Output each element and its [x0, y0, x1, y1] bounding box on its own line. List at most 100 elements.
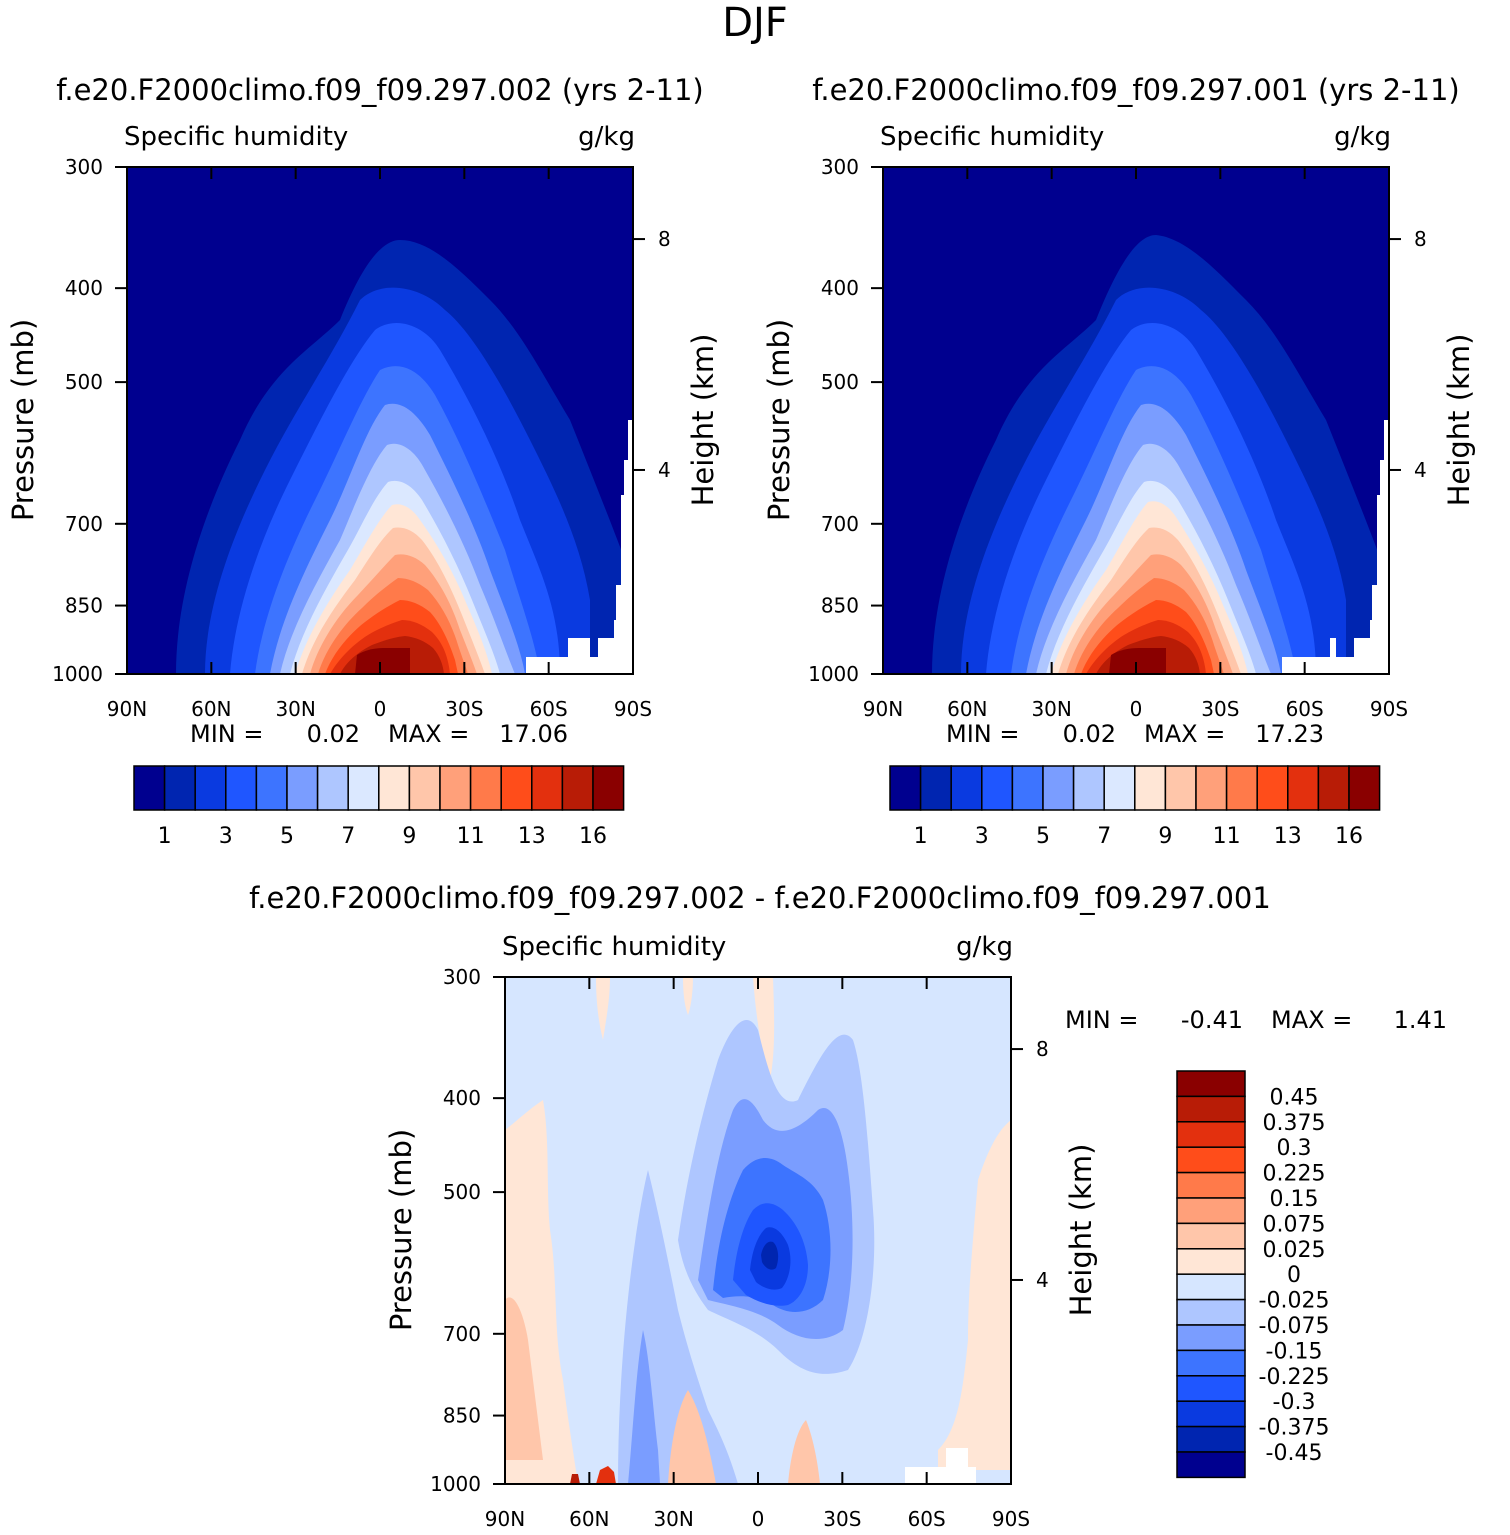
y2-axis-label: Height (km) — [1442, 334, 1476, 507]
colorbar-swatch — [1176, 1324, 1246, 1352]
colorbar-label: -0.45 — [1266, 1441, 1323, 1466]
figure-title: DJF — [722, 0, 788, 46]
colorbar-label: 11 — [457, 824, 485, 849]
y-tick-label: 300 — [65, 155, 103, 179]
panel-title: f.e20.F2000climo.f09_f09.297.002 - f.e20… — [249, 881, 1271, 915]
x-tick-label: 90S — [1370, 697, 1408, 721]
x-tick-label: 0 — [1130, 697, 1143, 721]
colorbar-swatch — [469, 765, 502, 811]
diff-band-pos-sfc1 — [668, 1390, 716, 1484]
colorbar-swatch — [1164, 765, 1197, 811]
y-tick-label: 300 — [821, 155, 859, 179]
colorbar-label: 0.025 — [1263, 1238, 1326, 1263]
diff-band-pos-top1 — [596, 977, 610, 1040]
min-value: 0.02 — [307, 720, 360, 748]
colorbar-label: 0.3 — [1277, 1136, 1312, 1161]
y2-tick-label: 8 — [1036, 1037, 1049, 1061]
colorbar-swatch — [919, 765, 952, 811]
max-label: MAX = — [1144, 720, 1225, 748]
colorbar-swatch — [889, 765, 922, 811]
y2-tick-label: 8 — [1414, 227, 1427, 251]
max-value: 17.23 — [1255, 720, 1324, 748]
colorbar-swatch — [1176, 1273, 1246, 1301]
diff-band-pos-sfc3 — [596, 1466, 616, 1484]
colorbar-label: -0.3 — [1273, 1390, 1316, 1415]
x-tick-label: 60S — [530, 697, 568, 721]
colorbar-swatch — [347, 765, 380, 811]
colorbar-swatch — [1176, 1400, 1246, 1428]
colorbar-swatch — [163, 765, 196, 811]
colorbar-swatch — [1176, 1375, 1246, 1402]
colorbar-label: 3 — [219, 824, 233, 849]
axis-ticks: 90N 60N 30N 0 30S 60S 90S 300 400 500 700 850 1000 8 4 — [808, 155, 1427, 721]
colorbar-swatch — [1348, 765, 1381, 811]
colorbar-swatch — [1134, 765, 1167, 811]
y-tick-label: 850 — [443, 1404, 481, 1428]
x-tick-label: 90S — [992, 1507, 1030, 1531]
diff-band-neg-8 — [628, 1330, 660, 1484]
colorbar-swatch — [1103, 765, 1136, 811]
colorbar-swatch — [1176, 1298, 1246, 1326]
colorbar-swatch — [531, 765, 564, 811]
plot-area: 90N 60N 30N 0 30S 60S 90S 300 400 500 700 850 1000 8 4 — [52, 155, 671, 721]
x-tick-label: 60N — [569, 1507, 609, 1531]
y-tick-label: 1000 — [52, 662, 103, 686]
colorbar-swatch — [194, 765, 227, 811]
diff-band-neg-7 — [761, 1241, 779, 1270]
colorbar-swatch — [1195, 765, 1228, 811]
colorbar: 1 3 5 7 9 11 13 16 — [889, 765, 1381, 849]
y2-tick-label: 8 — [658, 227, 671, 251]
colorbar-swatch — [500, 765, 533, 811]
panel-bottom-difference: f.e20.F2000climo.f09_f09.297.002 - f.e20… — [249, 881, 1447, 1531]
variable-label: Specific humidity — [124, 122, 348, 152]
colorbar-swatch — [981, 765, 1014, 811]
colorbar-swatch — [950, 765, 983, 811]
colorbar-label: 16 — [1335, 824, 1363, 849]
y-tick-label: 400 — [821, 276, 859, 300]
y2-axis-label: Height (km) — [686, 334, 720, 507]
x-tick-label: 90S — [614, 697, 652, 721]
contour-band-15 — [1109, 648, 1166, 674]
y-tick-label: 300 — [443, 965, 481, 989]
min-value: -0.41 — [1181, 1006, 1243, 1034]
colorbar-label: 16 — [579, 824, 607, 849]
missing-data-region — [905, 1448, 976, 1484]
max-label: MAX = — [1271, 1006, 1352, 1034]
x-tick-label: 60S — [908, 1507, 946, 1531]
colorbar-swatch — [378, 765, 411, 811]
x-tick-label: 90N — [863, 697, 903, 721]
colorbar-swatch — [286, 765, 319, 811]
colorbar-label: 9 — [1158, 824, 1172, 849]
colorbar-swatch — [408, 765, 441, 811]
y-axis-label: Pressure (mb) — [6, 319, 40, 521]
colorbar-swatch — [1317, 765, 1350, 811]
variable-label: Specific humidity — [880, 122, 1104, 152]
colorbar-swatch — [1176, 1121, 1246, 1148]
y-tick-label: 700 — [821, 512, 859, 536]
colorbar-swatch — [592, 765, 625, 811]
x-tick-label: 60N — [191, 697, 231, 721]
colorbar-label: 5 — [1036, 824, 1050, 849]
x-tick-label: 90N — [107, 697, 147, 721]
x-tick-label: 30N — [653, 1507, 693, 1531]
diff-band-pos-right — [938, 1120, 1011, 1470]
colorbar-label: 0.225 — [1263, 1162, 1326, 1187]
y2-axis-label: Height (km) — [1064, 1144, 1098, 1317]
y-axis-label: Pressure (mb) — [762, 319, 796, 521]
diff-band-pos-left-inner — [505, 1297, 543, 1460]
x-tick-label: 0 — [752, 1507, 765, 1531]
min-label: MIN = — [190, 720, 263, 748]
colorbar-label: 0.375 — [1263, 1111, 1326, 1136]
colorbar-swatch — [1072, 765, 1105, 811]
y-axis-label: Pressure (mb) — [384, 1129, 418, 1331]
missing-data-region — [526, 420, 633, 674]
x-tick-label: 60N — [947, 697, 987, 721]
min-label: MIN = — [1065, 1006, 1138, 1034]
y2-tick-label: 4 — [658, 458, 671, 482]
colorbar-label: 7 — [341, 824, 355, 849]
x-tick-label: 30S — [1201, 697, 1239, 721]
colorbar-swatch — [255, 765, 288, 811]
colorbar-swatch — [1176, 1197, 1246, 1225]
units-label: g/kg — [1334, 122, 1391, 152]
colorbar-label: -0.225 — [1259, 1365, 1330, 1390]
